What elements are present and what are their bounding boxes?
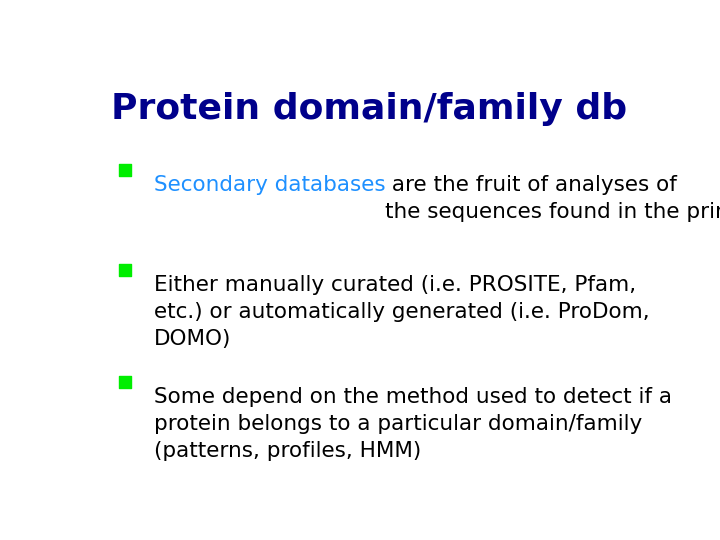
Text: Secondary databases: Secondary databases	[153, 175, 385, 195]
Point	[119, 166, 130, 174]
Point	[119, 378, 130, 387]
Text: Either manually curated (i.e. PROSITE, Pfam,
etc.) or automatically generated (i: Either manually curated (i.e. PROSITE, P…	[153, 275, 649, 349]
Text: Some depend on the method used to detect if a
protein belongs to a particular do: Some depend on the method used to detect…	[153, 387, 672, 462]
Text: are the fruit of analyses of
the sequences found in the primary sequence db: are the fruit of analyses of the sequenc…	[385, 175, 720, 222]
Text: Protein domain/family db: Protein domain/family db	[111, 92, 627, 126]
Point	[119, 266, 130, 274]
